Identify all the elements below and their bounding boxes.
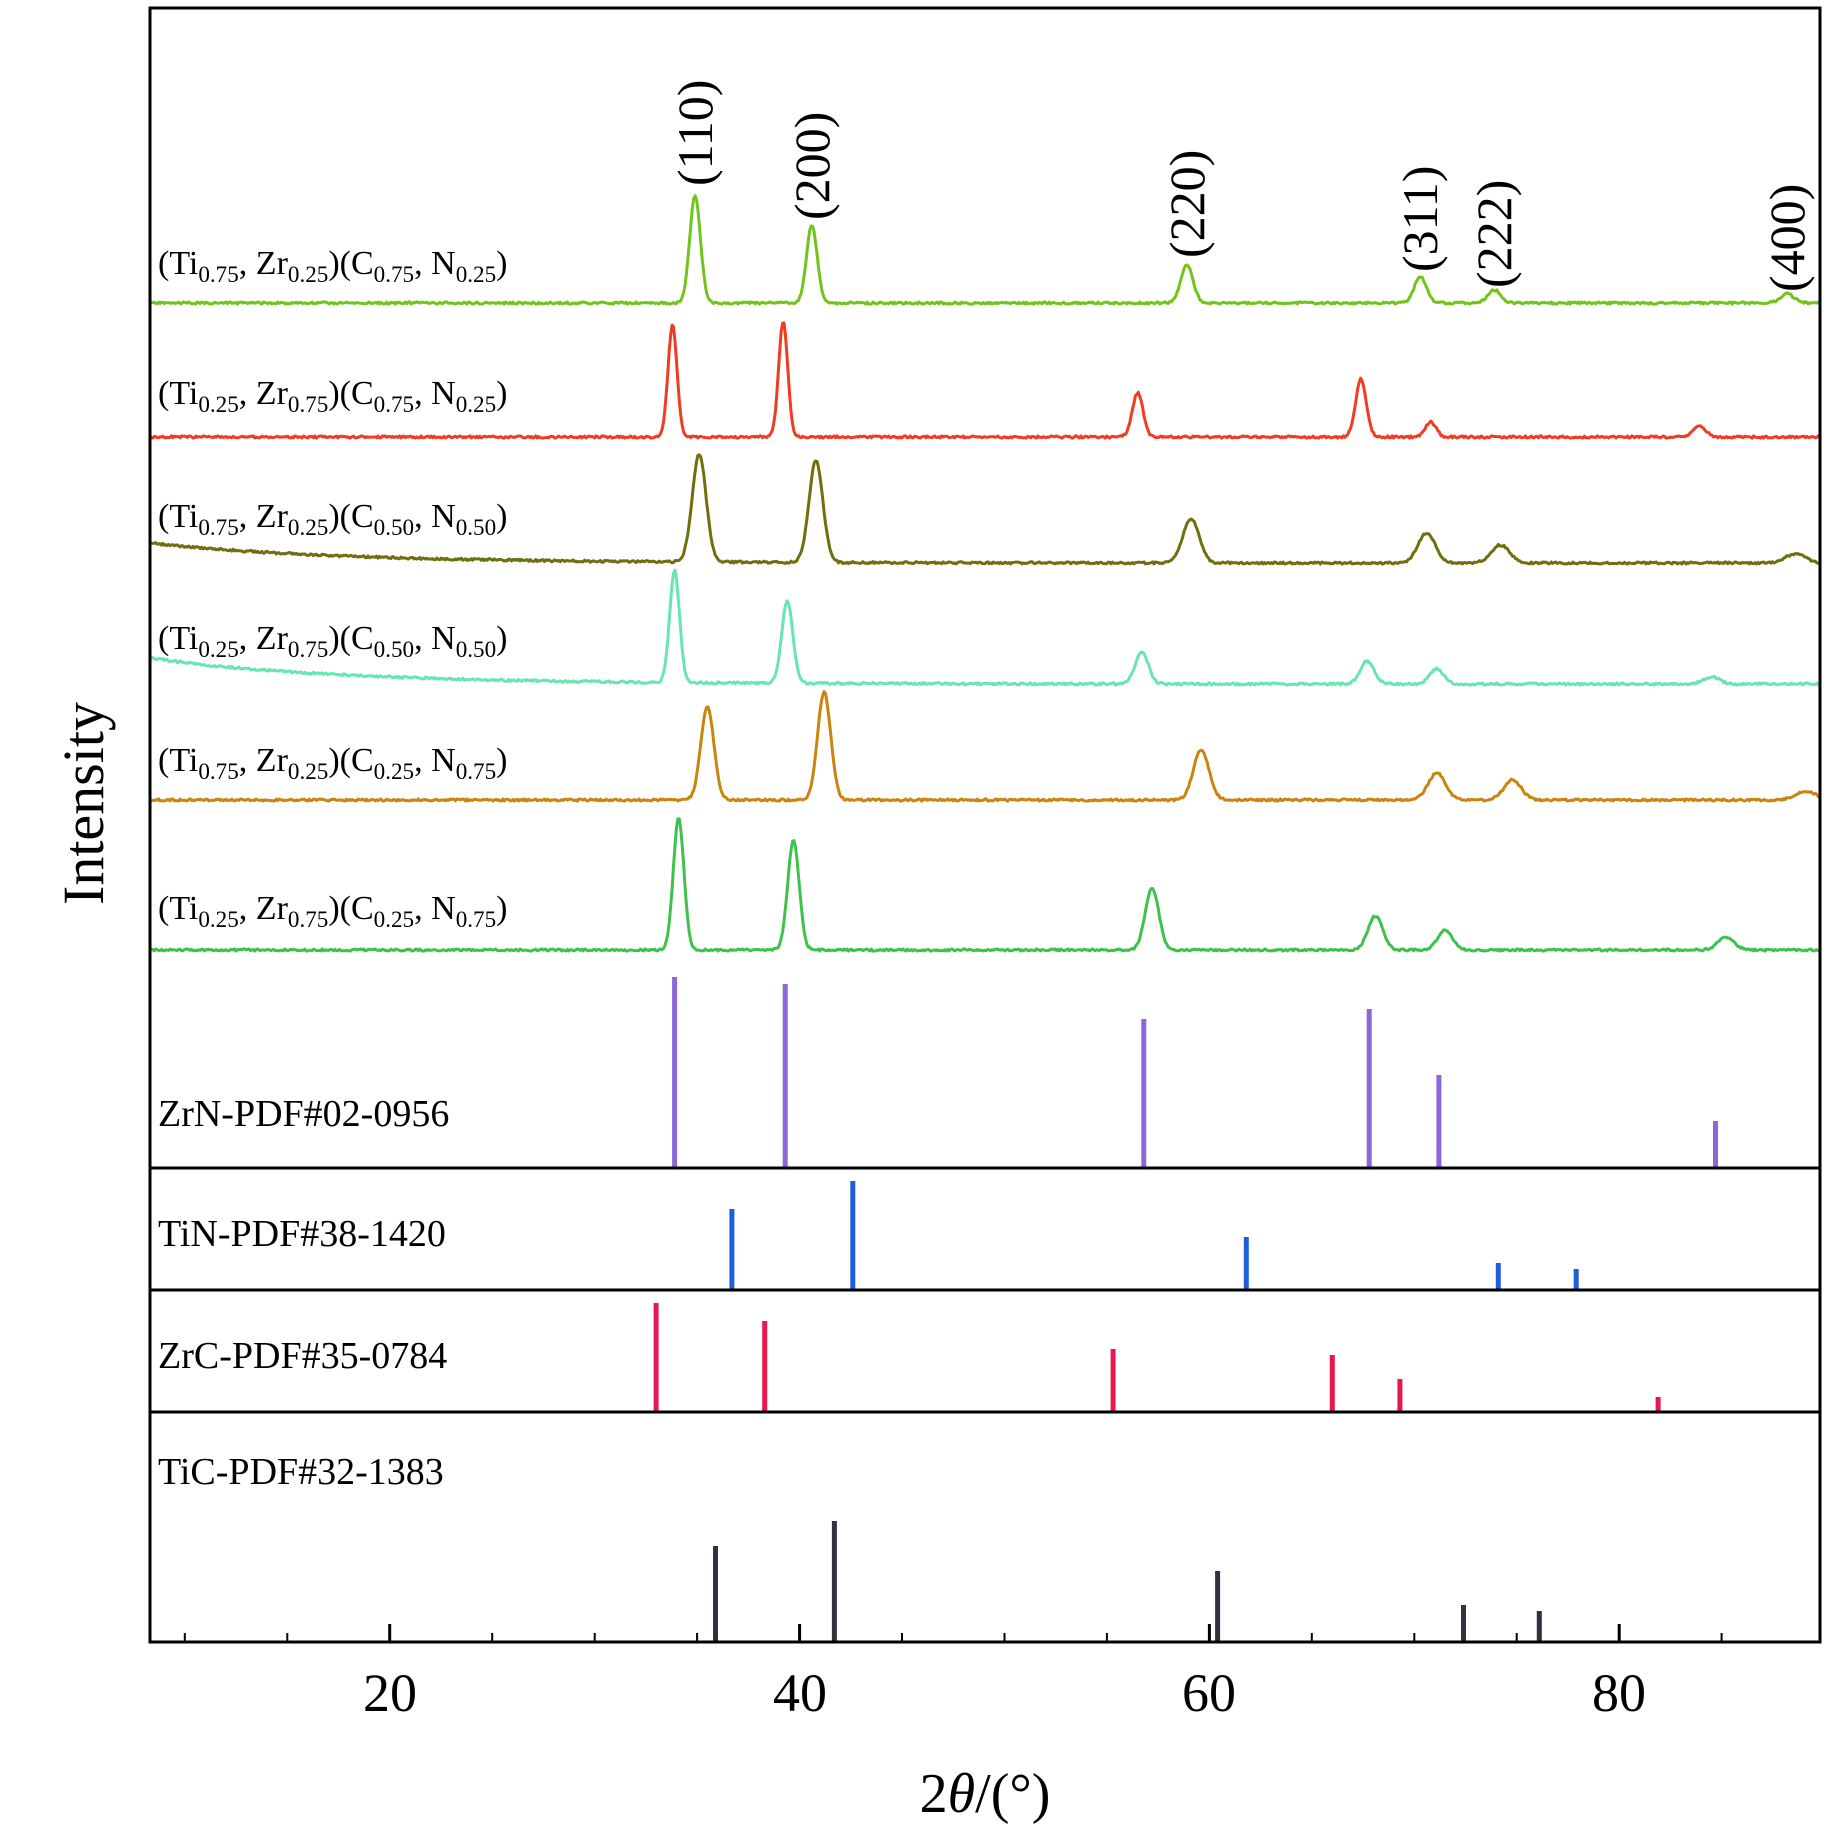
series-label-4: (Ti0.75, Zr0.25)(C0.25, N0.75)	[158, 742, 508, 785]
peak-index-label-3: (311)	[1392, 165, 1448, 272]
plot-border	[148, 6, 1822, 1644]
reference-label-0: ZrN-PDF#02-0956	[158, 1093, 450, 1135]
series-label-1: (Ti0.25, Zr0.75)(C0.75, N0.25)	[158, 375, 508, 418]
x-tick-label-80: 80	[1592, 1663, 1646, 1723]
reference-label-3: TiC-PDF#32-1383	[158, 1451, 444, 1493]
series-curve-5	[149, 817, 1821, 953]
series-curve-1	[148, 321, 1821, 440]
series-curve-4	[149, 690, 1821, 803]
series-label-5: (Ti0.25, Zr0.75)(C0.25, N0.75)	[158, 890, 508, 933]
peak-index-label-1: (200)	[784, 111, 840, 220]
peak-index-label-2: (220)	[1159, 149, 1215, 258]
x-tick-label-40: 40	[773, 1663, 827, 1723]
series-label-2: (Ti0.75, Zr0.25)(C0.50, N0.50)	[158, 498, 508, 541]
x-tick-label-60: 60	[1182, 1663, 1236, 1723]
peak-index-label-4: (222)	[1466, 179, 1522, 288]
reference-label-2: ZrC-PDF#35-0784	[158, 1335, 448, 1377]
peak-index-label-0: (110)	[667, 79, 723, 186]
series-curve-0	[149, 194, 1821, 306]
peak-index-label-5: (400)	[1759, 183, 1815, 292]
reference-label-1: TiN-PDF#38-1420	[158, 1213, 446, 1255]
x-axis-title: 2θ/(°)	[919, 1763, 1051, 1825]
y-axis-title: Intensity	[51, 702, 116, 905]
series-label-3: (Ti0.25, Zr0.75)(C0.50, N0.50)	[158, 620, 508, 663]
series-curve-2	[149, 453, 1821, 566]
series-label-0: (Ti0.75, Zr0.25)(C0.75, N0.25)	[158, 245, 508, 288]
series-curve-3	[148, 568, 1821, 687]
x-tick-label-20: 20	[363, 1663, 417, 1723]
